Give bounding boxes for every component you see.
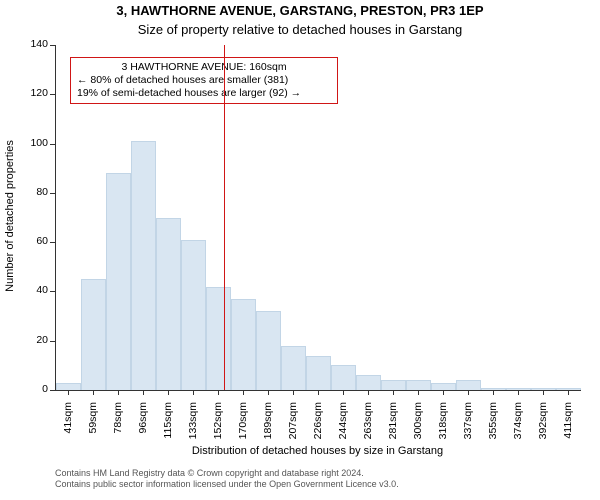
x-tick-label: 41sqm <box>62 402 74 452</box>
y-tick-mark <box>50 94 55 95</box>
y-tick-mark <box>50 45 55 46</box>
histogram-bar <box>431 383 456 390</box>
x-tick-label: 411sqm <box>562 402 574 452</box>
chart-container: 3, HAWTHORNE AVENUE, GARSTANG, PRESTON, … <box>0 0 600 500</box>
x-tick-label: 78sqm <box>112 402 124 452</box>
x-tick-label: 337sqm <box>462 402 474 452</box>
x-tick-label: 300sqm <box>412 402 424 452</box>
y-tick-mark <box>50 390 55 391</box>
chart-subtitle: Size of property relative to detached ho… <box>0 22 600 37</box>
x-tick-mark <box>168 390 169 395</box>
y-tick-label: 40 <box>20 284 48 296</box>
x-tick-mark <box>268 390 269 395</box>
x-tick-mark <box>118 390 119 395</box>
y-tick-mark <box>50 341 55 342</box>
x-tick-label: 244sqm <box>337 402 349 452</box>
x-tick-mark <box>443 390 444 395</box>
annotation-box: 3 HAWTHORNE AVENUE: 160sqm ← 80% of deta… <box>70 57 338 104</box>
x-tick-label: 115sqm <box>162 402 174 452</box>
y-tick-label: 120 <box>20 87 48 99</box>
annotation-line3: 19% of semi-detached houses are larger (… <box>77 87 331 100</box>
x-tick-label: 392sqm <box>537 402 549 452</box>
x-tick-mark <box>518 390 519 395</box>
histogram-bar <box>281 346 306 390</box>
histogram-bar <box>481 388 506 390</box>
y-tick-mark <box>50 144 55 145</box>
histogram-bar <box>106 173 131 390</box>
histogram-bar <box>406 380 431 390</box>
x-tick-mark <box>343 390 344 395</box>
x-tick-mark <box>293 390 294 395</box>
x-tick-mark <box>493 390 494 395</box>
x-tick-label: 355sqm <box>487 402 499 452</box>
x-tick-mark <box>568 390 569 395</box>
y-axis-label: Number of detached properties <box>4 116 16 316</box>
histogram-bar <box>356 375 381 390</box>
x-tick-mark <box>218 390 219 395</box>
x-tick-label: 281sqm <box>387 402 399 452</box>
x-tick-label: 374sqm <box>512 402 524 452</box>
x-tick-label: 152sqm <box>212 402 224 452</box>
histogram-bar <box>456 380 481 390</box>
histogram-bar <box>331 365 356 390</box>
histogram-bar <box>506 388 531 390</box>
histogram-bar <box>81 279 106 390</box>
x-tick-mark <box>418 390 419 395</box>
y-tick-label: 140 <box>20 38 48 50</box>
x-tick-label: 207sqm <box>287 402 299 452</box>
histogram-bar <box>531 388 556 390</box>
x-tick-label: 170sqm <box>237 402 249 452</box>
x-tick-label: 226sqm <box>312 402 324 452</box>
y-tick-label: 60 <box>20 235 48 247</box>
histogram-bar <box>56 383 81 390</box>
y-tick-label: 20 <box>20 334 48 346</box>
marker-line <box>224 45 225 390</box>
y-tick-mark <box>50 291 55 292</box>
x-tick-label: 133sqm <box>187 402 199 452</box>
x-tick-label: 96sqm <box>137 402 149 452</box>
x-tick-label: 189sqm <box>262 402 274 452</box>
y-tick-label: 100 <box>20 137 48 149</box>
histogram-bar <box>206 287 231 391</box>
x-tick-mark <box>143 390 144 395</box>
x-tick-label: 318sqm <box>437 402 449 452</box>
x-tick-mark <box>318 390 319 395</box>
histogram-bar <box>556 388 581 390</box>
annotation-line2: ← 80% of detached houses are smaller (38… <box>77 74 331 87</box>
y-tick-mark <box>50 193 55 194</box>
histogram-bar <box>131 141 156 390</box>
x-tick-mark <box>193 390 194 395</box>
x-tick-mark <box>68 390 69 395</box>
annotation-line1: 3 HAWTHORNE AVENUE: 160sqm <box>77 61 331 74</box>
x-tick-mark <box>243 390 244 395</box>
histogram-bar <box>381 380 406 390</box>
histogram-bar <box>156 218 181 391</box>
chart-title-address: 3, HAWTHORNE AVENUE, GARSTANG, PRESTON, … <box>0 3 600 18</box>
x-tick-mark <box>543 390 544 395</box>
footer-line2: Contains public sector information licen… <box>55 479 399 490</box>
x-tick-mark <box>368 390 369 395</box>
x-tick-mark <box>393 390 394 395</box>
footer-attribution: Contains HM Land Registry data © Crown c… <box>55 468 399 490</box>
y-tick-label: 0 <box>20 383 48 395</box>
histogram-bar <box>181 240 206 390</box>
x-tick-mark <box>93 390 94 395</box>
x-tick-mark <box>468 390 469 395</box>
histogram-bar <box>231 299 256 390</box>
x-tick-label: 263sqm <box>362 402 374 452</box>
y-tick-label: 80 <box>20 186 48 198</box>
y-tick-mark <box>50 242 55 243</box>
footer-line1: Contains HM Land Registry data © Crown c… <box>55 468 399 479</box>
x-tick-label: 59sqm <box>87 402 99 452</box>
histogram-bar <box>306 356 331 391</box>
histogram-bar <box>256 311 281 390</box>
